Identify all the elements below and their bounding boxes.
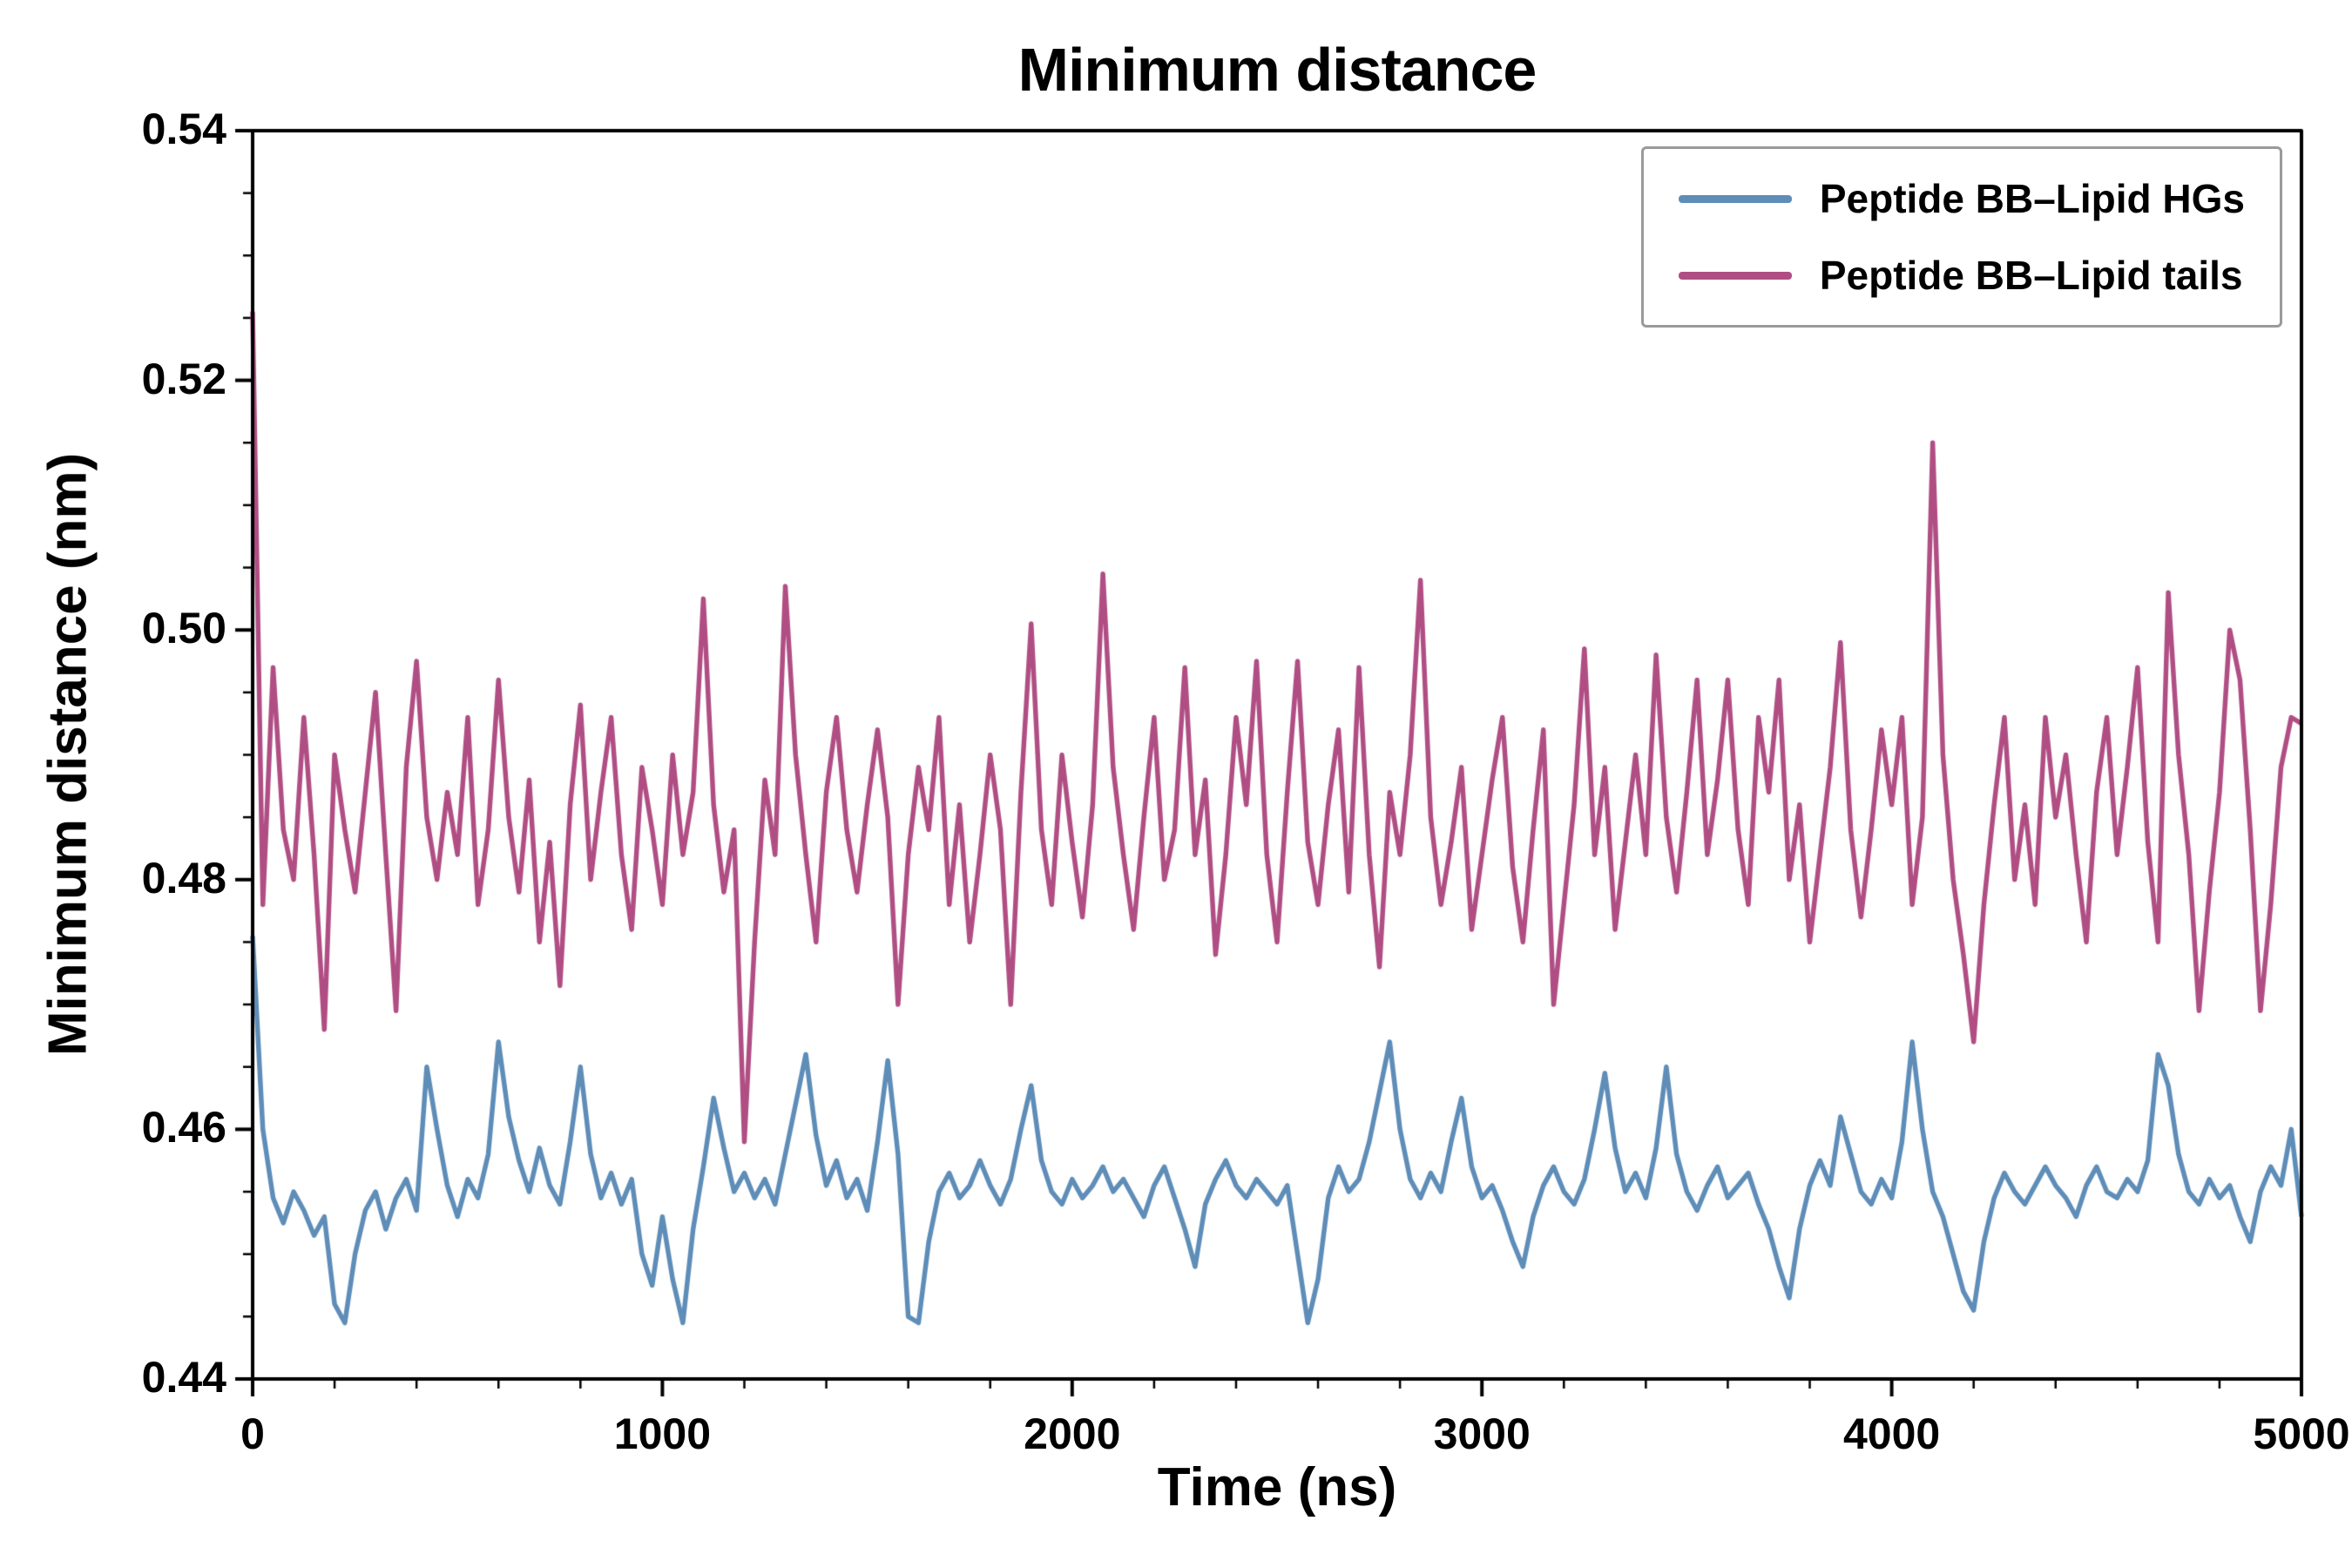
legend: Peptide BB–Lipid HGs Peptide BB–Lipid ta… [1640, 146, 2282, 328]
legend-swatch-hgs [1678, 194, 1792, 203]
chart-title: Minimum distance [1017, 36, 1538, 104]
legend-label-hgs: Peptide BB–Lipid HGs [1819, 176, 2245, 221]
y-tick-label: 0.52 [141, 354, 226, 403]
x-tick-label: 2000 [1024, 1409, 1121, 1458]
x-axis-label: Time (ns) [1157, 1457, 1397, 1517]
y-axis-label: Minimum distance (nm) [37, 452, 98, 1057]
legend-row-hgs: Peptide BB–Lipid HGs [1678, 175, 2245, 222]
x-tick-label: 1000 [613, 1409, 712, 1458]
y-tick-label: 0.48 [141, 853, 226, 902]
legend-swatch-tails [1678, 271, 1792, 280]
x-tick-label: 4000 [1842, 1409, 1941, 1458]
x-tick-label: 5000 [2253, 1409, 2350, 1458]
x-tick-label: 3000 [1433, 1409, 1531, 1458]
y-tick-label: 0.50 [141, 604, 226, 653]
legend-label-tails: Peptide BB–Lipid tails [1819, 253, 2243, 298]
y-tick-label: 0.54 [141, 105, 226, 153]
y-tick-label: 0.44 [141, 1353, 226, 1402]
x-tick-label: 0 [240, 1409, 265, 1458]
y-tick-label: 0.46 [141, 1103, 226, 1152]
legend-row-tails: Peptide BB–Lipid tails [1678, 252, 2245, 299]
